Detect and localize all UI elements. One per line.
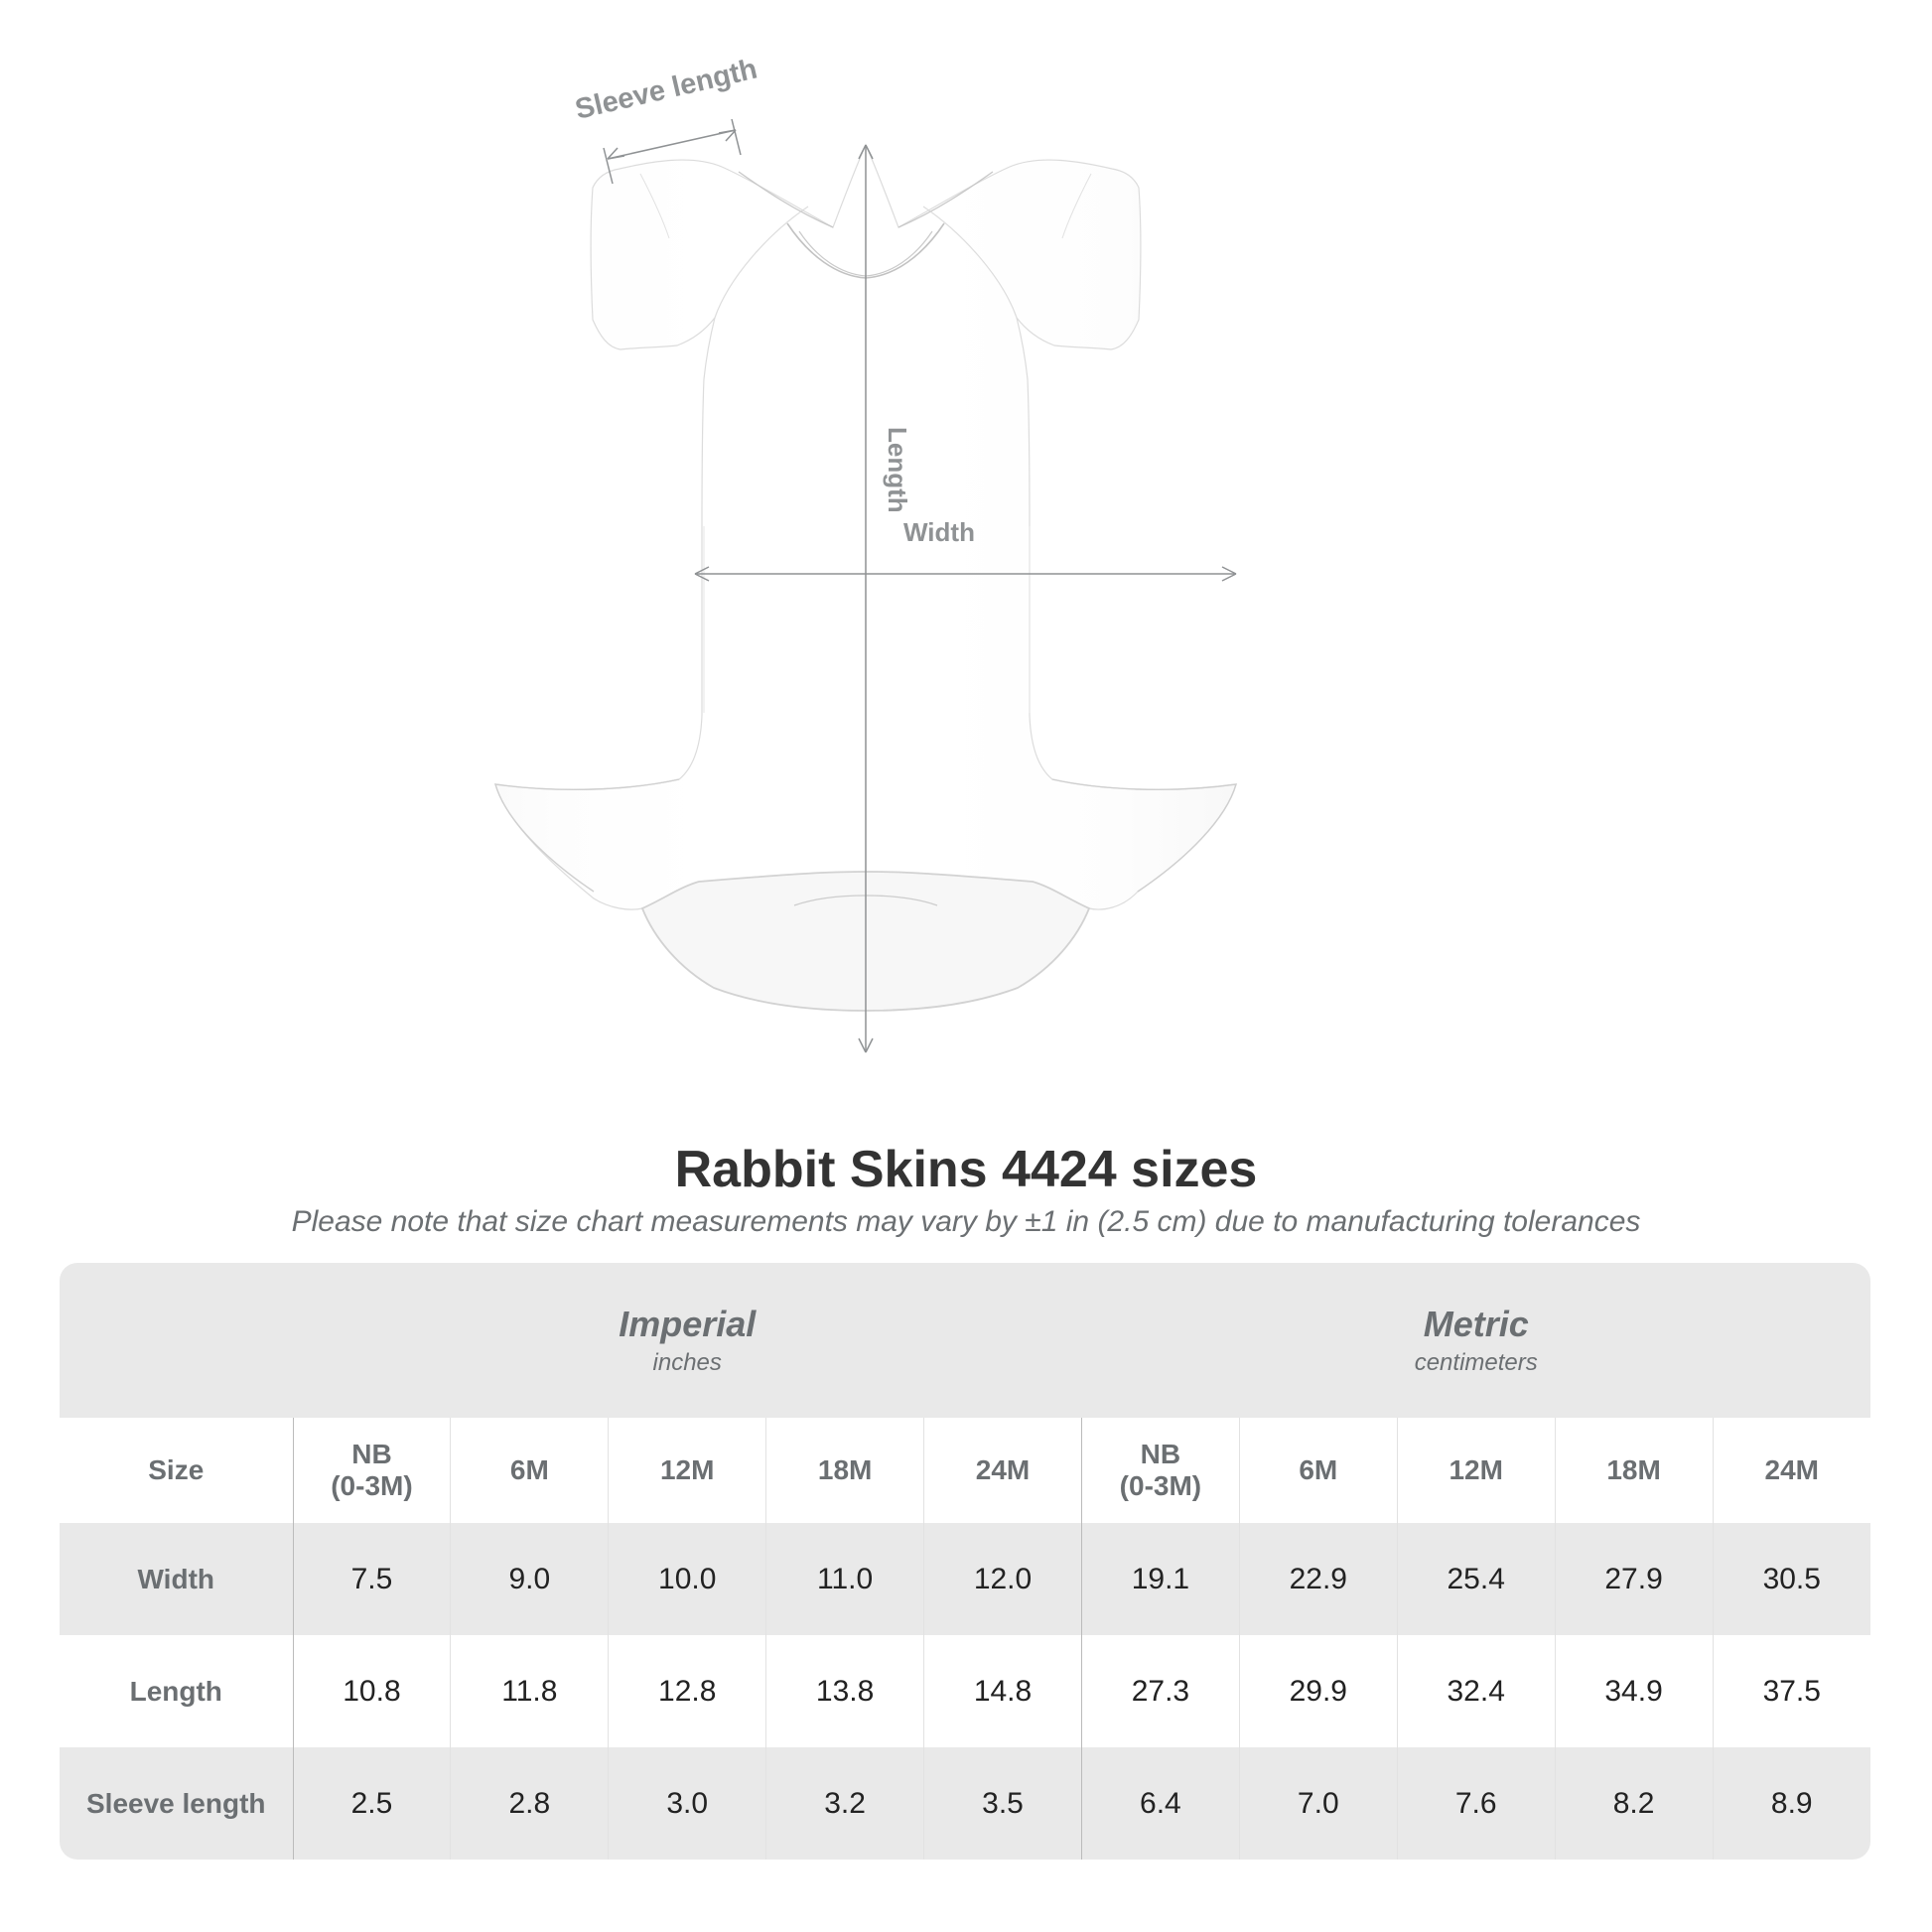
svg-text:Please note that size chart me: Please note that size chart measurements… xyxy=(292,1205,1641,1238)
svg-text:Rabbit Skins 4424 sizes: Rabbit Skins 4424 sizes xyxy=(675,1141,1258,1198)
svg-text:Length: Length xyxy=(883,427,912,513)
svg-text:Width: Width xyxy=(903,517,975,547)
